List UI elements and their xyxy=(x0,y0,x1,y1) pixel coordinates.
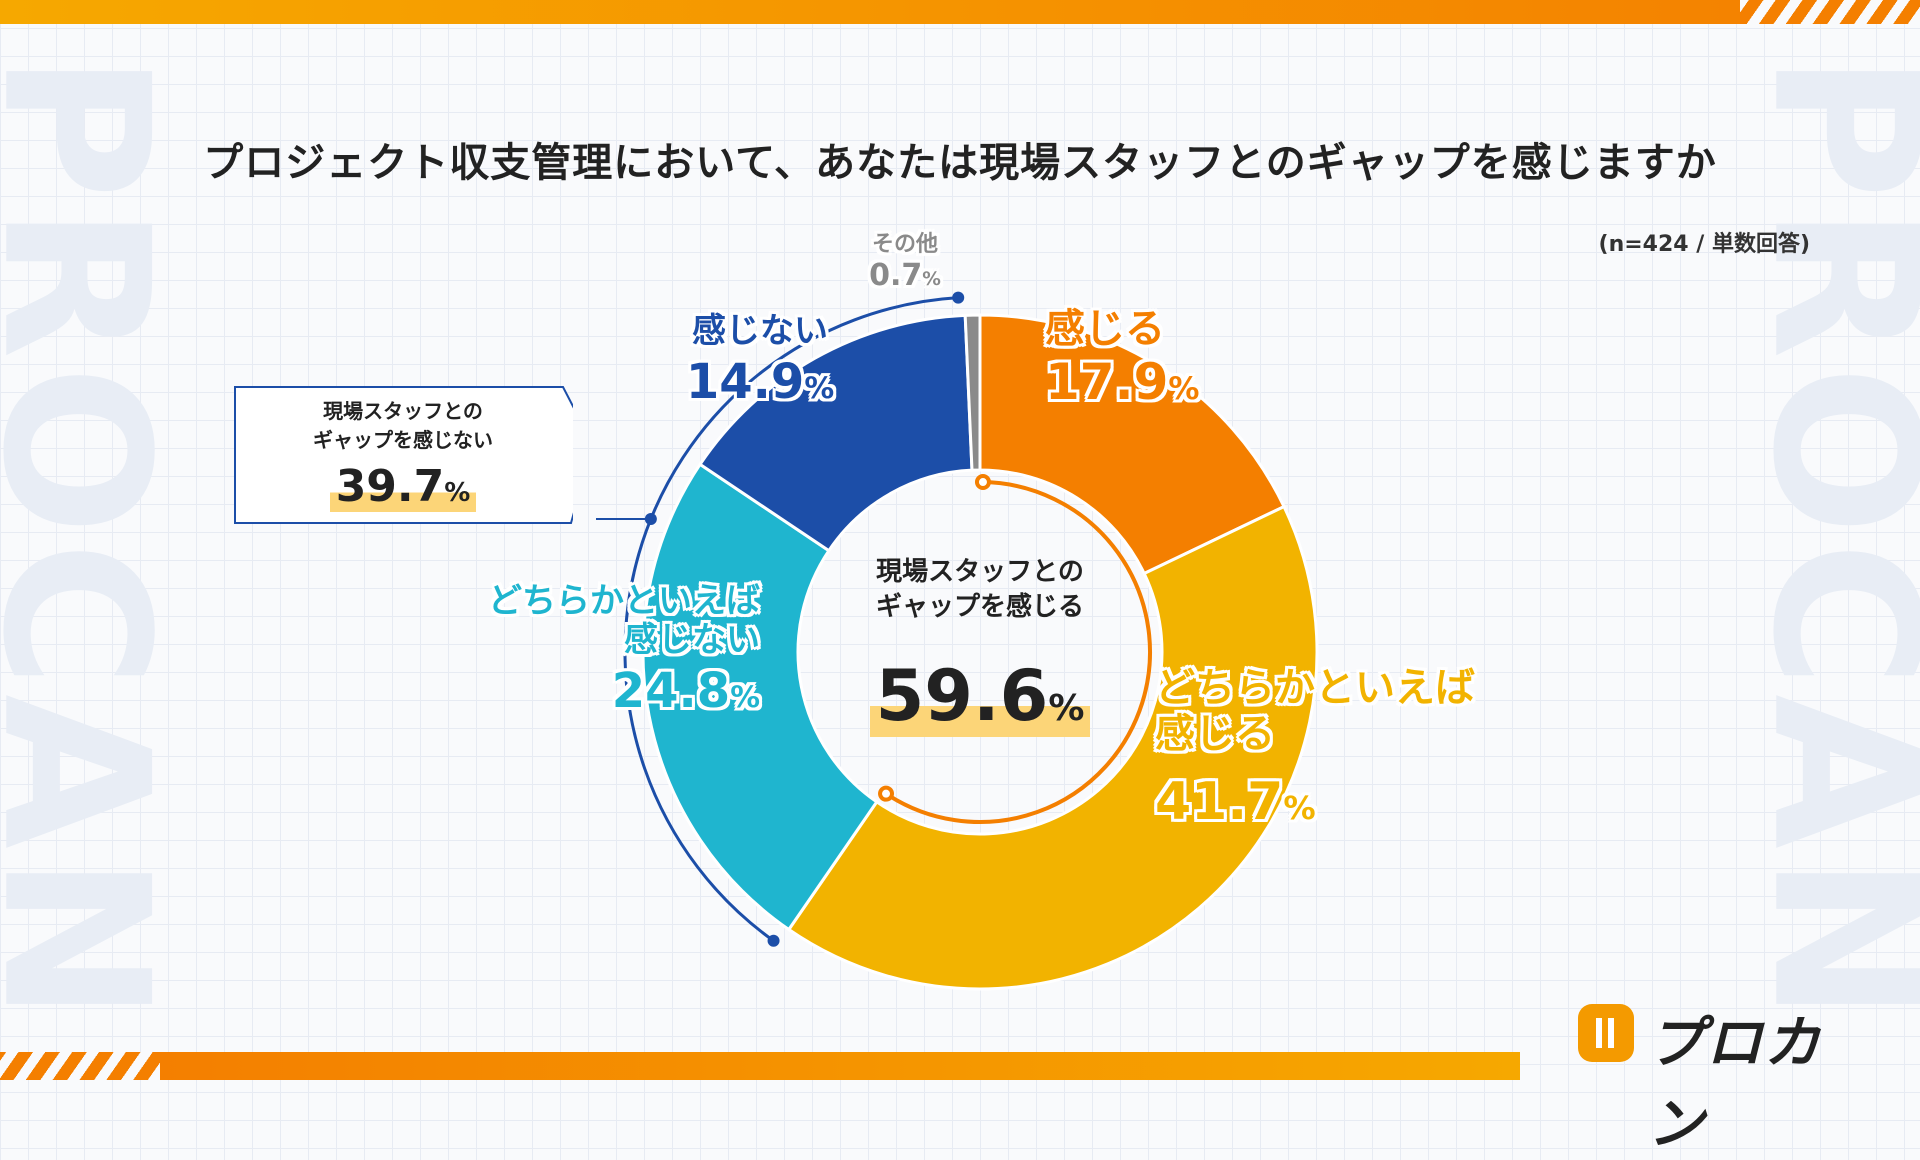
label-somewhat-agree-name-line2: 感じる xyxy=(1155,711,1275,757)
slice-somewhat-disagree xyxy=(641,462,879,932)
group-agree-bracket-start xyxy=(974,474,991,491)
label-somewhat-disagree-name-line1: どちらかといえば xyxy=(488,581,760,621)
callout-value: 39.7% xyxy=(329,461,477,512)
label-somewhat-disagree-value: 24.8% xyxy=(611,663,760,720)
slice-other xyxy=(963,313,982,472)
callout-label-line1: 現場スタッフとの xyxy=(323,399,483,423)
slice-disagree xyxy=(698,313,974,553)
label-agree-name: 感じる xyxy=(1045,306,1165,352)
callout-frame xyxy=(234,386,573,524)
donut-chart xyxy=(596,291,1319,991)
top-accent-bar xyxy=(0,0,1920,24)
sample-size-note: (n=424 / 単数回答) xyxy=(1598,232,1810,257)
group-agree-bracket-end xyxy=(878,785,895,802)
logo-text: プロカン xyxy=(1648,1011,1822,1157)
procan-logo: プロカン xyxy=(1578,998,1878,1157)
center-value: 59.6% xyxy=(869,655,1091,738)
center-label-line1: 現場スタッフとの xyxy=(876,557,1084,587)
group-disagree-bracket-end xyxy=(952,291,965,304)
label-somewhat-agree-value: 41.7% xyxy=(1155,772,1316,832)
logo-flag-icon xyxy=(1578,1004,1634,1062)
label-other-value: 0.7% xyxy=(869,258,941,294)
label-somewhat-agree: どちらかといえば 感じる 41.7% xyxy=(1155,665,1475,833)
label-somewhat-disagree: どちらかといえば 感じない 24.8% xyxy=(470,581,760,720)
callout-disagree-total: 現場スタッフとの ギャップを感じない 39.7% xyxy=(233,385,573,525)
group-agree-bracket xyxy=(884,480,1152,824)
callout-label-line2: ギャップを感じない xyxy=(313,428,493,452)
bottom-accent-bar xyxy=(160,1052,1520,1080)
slice-agree xyxy=(978,313,1287,576)
label-disagree: 感じない 14.9% xyxy=(660,311,860,411)
label-disagree-name: 感じない xyxy=(692,311,828,351)
slice-somewhat-agree xyxy=(786,504,1319,991)
callout-connector-dot xyxy=(644,513,657,526)
bottom-stripe-decoration xyxy=(0,1052,160,1080)
group-disagree-bracket xyxy=(623,296,959,943)
label-agree: 感じる 17.9% xyxy=(1045,306,1199,412)
label-somewhat-disagree-name-line2: 感じない xyxy=(624,620,760,661)
center-summary: 現場スタッフとの ギャップを感じる 59.6% xyxy=(840,555,1120,738)
chart-title: プロジェクト収支管理において、あなたは現場スタッフとのギャップを感じますか xyxy=(203,140,1717,186)
label-other: その他 0.7% xyxy=(855,232,955,294)
top-stripe-decoration xyxy=(1740,0,1920,24)
label-agree-value: 17.9% xyxy=(1045,353,1200,411)
group-disagree-bracket-start xyxy=(767,934,780,947)
label-other-name: その他 xyxy=(871,232,938,257)
label-somewhat-agree-name-line1: どちらかといえば xyxy=(1155,665,1475,711)
label-disagree-value: 14.9% xyxy=(685,354,835,411)
center-label-line2: ギャップを感じる xyxy=(875,592,1084,623)
